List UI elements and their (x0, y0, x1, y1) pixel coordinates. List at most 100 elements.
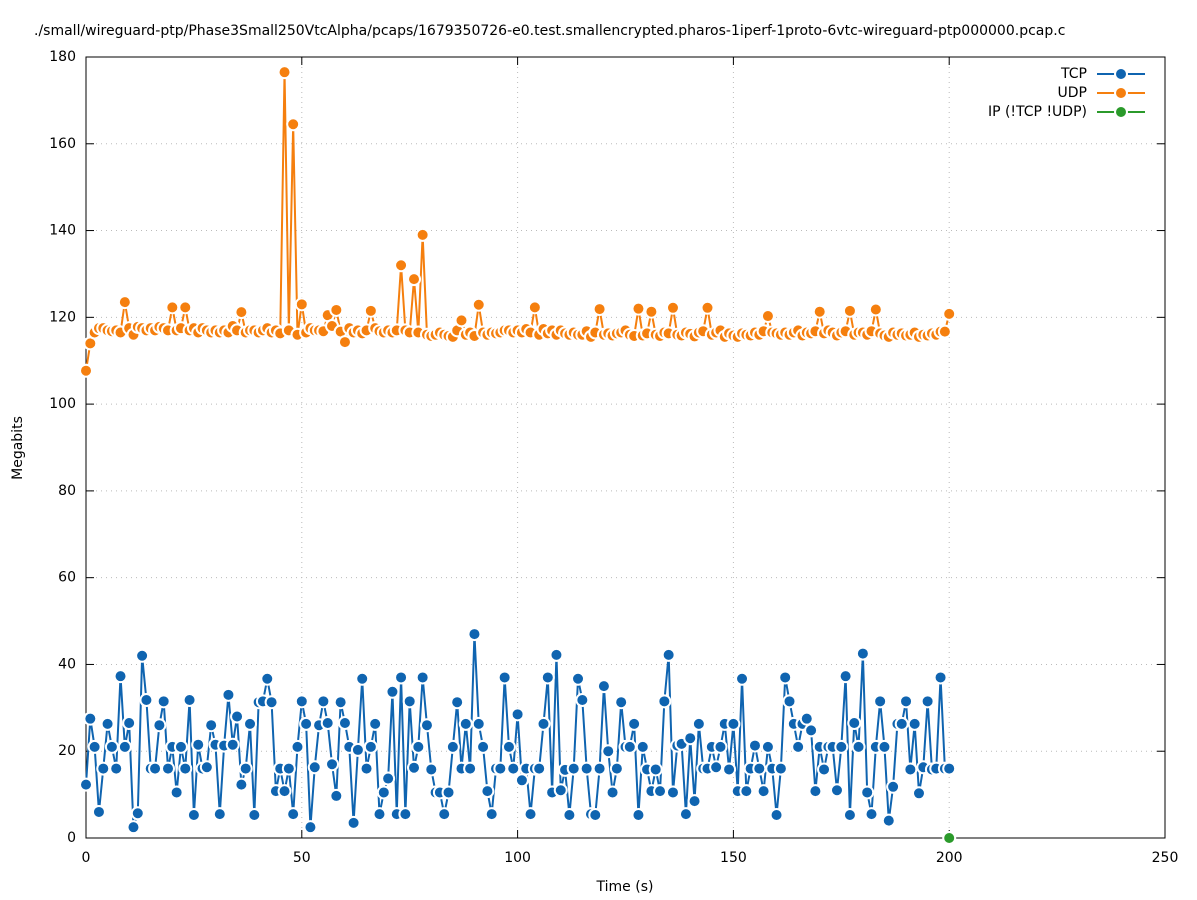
data-point (726, 716, 741, 731)
legend-marker (1114, 86, 1128, 100)
data-point (398, 807, 413, 822)
data-point (592, 302, 607, 317)
x-tick-label: 150 (720, 850, 747, 866)
data-point (562, 808, 577, 823)
data-point (363, 303, 378, 318)
data-point (631, 301, 646, 316)
data-point (804, 723, 819, 738)
legend-marker (1114, 67, 1128, 81)
data-point (199, 760, 214, 775)
data-point (812, 304, 827, 319)
data-point (113, 669, 128, 684)
data-point (441, 785, 456, 800)
data-point (903, 762, 918, 777)
data-point (873, 694, 888, 709)
data-point (91, 804, 106, 819)
data-point (87, 739, 102, 754)
data-point (152, 718, 167, 733)
data-point (769, 808, 784, 823)
data-point (942, 761, 957, 776)
data-point (238, 761, 253, 776)
data-point (333, 695, 348, 710)
data-point (148, 761, 163, 776)
data-point (173, 739, 188, 754)
data-point (415, 227, 430, 242)
data-point (79, 777, 93, 792)
data-point (592, 761, 607, 776)
data-point (350, 742, 365, 757)
data-point (536, 716, 551, 731)
data-point (886, 779, 901, 794)
data-point (83, 711, 98, 726)
data-point (493, 761, 508, 776)
y-tick-label: 80 (58, 483, 76, 499)
data-point (178, 300, 193, 315)
x-tick-label: 250 (1152, 850, 1179, 866)
data-point (407, 272, 422, 287)
data-point (329, 788, 344, 803)
data-point (851, 739, 866, 754)
data-point (480, 784, 495, 799)
data-point (407, 760, 422, 775)
data-point (501, 739, 516, 754)
data-point (933, 670, 948, 685)
data-point (899, 694, 914, 709)
data-point (402, 694, 417, 709)
data-point (657, 694, 672, 709)
x-tick-label: 200 (936, 850, 963, 866)
y-tick-label: 20 (58, 743, 76, 759)
data-point (316, 694, 331, 709)
data-point (739, 784, 754, 799)
y-tick-label: 140 (49, 223, 76, 239)
data-point (760, 309, 775, 324)
data-point (286, 807, 301, 822)
data-point (445, 739, 460, 754)
legend-marker (1114, 105, 1128, 119)
data-point (614, 695, 629, 710)
data-point (484, 807, 499, 822)
data-point (368, 716, 383, 731)
data-point (204, 718, 219, 733)
data-point (860, 785, 875, 800)
data-point (467, 627, 482, 642)
data-point (527, 300, 542, 315)
data-point (476, 739, 491, 754)
data-point (182, 693, 197, 708)
data-point (881, 813, 896, 828)
data-point (847, 716, 862, 731)
data-point (778, 670, 793, 685)
data-point (385, 684, 400, 699)
data-point (419, 718, 434, 733)
data-point (96, 761, 111, 776)
chart-title: ./small/wireguard-ptp/Phase3Small250VtcA… (34, 23, 1065, 39)
data-point (735, 671, 750, 686)
data-point (834, 739, 849, 754)
data-point (156, 694, 171, 709)
data-point (894, 716, 909, 731)
data-point (627, 716, 642, 731)
data-point (376, 785, 391, 800)
data-point (277, 65, 292, 80)
x-tick-label: 0 (82, 850, 91, 866)
data-point (186, 808, 201, 823)
data-point (700, 300, 715, 315)
legend-label: TCP (1060, 66, 1087, 82)
data-point (622, 739, 637, 754)
data-point (130, 806, 145, 821)
data-point (911, 786, 926, 801)
data-point (566, 761, 581, 776)
data-point (139, 693, 154, 708)
data-point (264, 695, 279, 710)
data-point (221, 687, 236, 702)
data-point (829, 783, 844, 798)
data-point (277, 784, 292, 799)
data-point (117, 739, 132, 754)
y-tick-label: 120 (49, 309, 76, 325)
data-point (458, 716, 473, 731)
data-point (842, 808, 857, 823)
data-point (243, 716, 258, 731)
data-point (635, 739, 650, 754)
data-point (191, 737, 206, 752)
data-point (454, 313, 469, 328)
